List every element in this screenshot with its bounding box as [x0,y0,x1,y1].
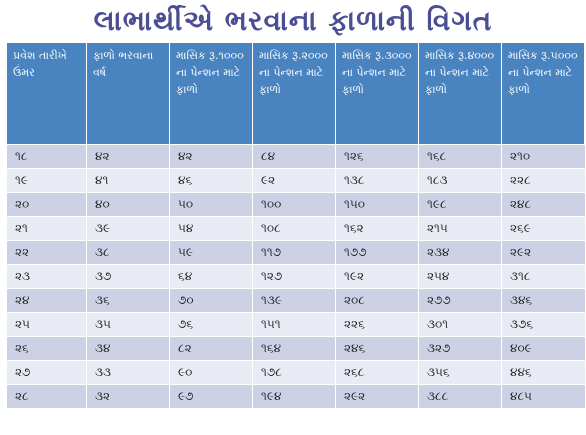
cell-pension-1000: ૫૯ [169,240,253,265]
cell-years: ૩૯ [86,216,170,241]
cell-pension-4000: ૧૬૮ [418,144,502,169]
cell-pension-5000: ૪૪૬ [501,360,585,385]
table-header-row: પ્રવેશ તારીખે ઉંમર ફાળો ભરવાના વર્ષ માસિ… [6,42,585,145]
cell-pension-5000: ૪૦૯ [501,336,585,361]
cell-pension-5000: ૩૭૬ [501,312,585,337]
cell-pension-5000: ૨૧૦ [501,144,585,169]
cell-pension-4000: ૨૭૭ [418,288,502,313]
header-contribution-years: ફાળો ભરવાના વર્ષ [86,42,170,145]
header-pension-4000: માસિક રૂ.૪૦૦૦ ના પેન્શન માટે ફાળો [418,42,502,145]
cell-pension-2000: ૧૭૮ [252,360,336,385]
table-row: ૨૦ ૪૦ ૫૦ ૧૦૦ ૧૫૦ ૧૯૮ ૨૪૮ [6,192,585,217]
cell-age: ૨૫ [6,312,87,337]
table-row: ૨૭ ૩૩ ૯૦ ૧૭૮ ૨૬૮ ૩૫૬ ૪૪૬ [6,360,585,385]
cell-pension-3000: ૨૯૨ [335,384,419,409]
cell-age: ૨૦ [6,192,87,217]
cell-pension-3000: ૧૨૬ [335,144,419,169]
cell-age: ૨૪ [6,288,87,313]
cell-pension-5000: ૨૪૮ [501,192,585,217]
cell-pension-5000: ૨૨૮ [501,168,585,193]
cell-age: ૨૬ [6,336,87,361]
table-row: ૨૪ ૩૬ ૭૦ ૧૩૯ ૨૦૮ ૨૭૭ ૩૪૬ [6,288,585,313]
cell-pension-2000: ૧૦૦ [252,192,336,217]
cell-age: ૨૨ [6,240,87,265]
cell-pension-2000: ૧૦૮ [252,216,336,241]
cell-pension-2000: ૧૨૭ [252,264,336,289]
cell-age: ૨૭ [6,360,87,385]
cell-pension-2000: ૧૫૧ [252,312,336,337]
cell-pension-5000: ૨૯૨ [501,240,585,265]
table-row: ૨૬ ૩૪ ૮૨ ૧૬૪ ૨૪૬ ૩૨૭ ૪૦૯ [6,336,585,361]
cell-pension-4000: ૧૯૮ [418,192,502,217]
header-age-at-entry: પ્રવેશ તારીખે ઉંમર [6,42,87,145]
cell-years: ૩૪ [86,336,170,361]
cell-pension-1000: ૯૭ [169,384,253,409]
cell-age: ૨૩ [6,264,87,289]
cell-pension-3000: ૨૪૬ [335,336,419,361]
cell-pension-1000: ૫૦ [169,192,253,217]
cell-pension-1000: ૮૨ [169,336,253,361]
cell-age: ૨૮ [6,384,87,409]
cell-years: ૪૧ [86,168,170,193]
cell-pension-3000: ૧૭૭ [335,240,419,265]
page-title: લાભાર્થીએ ભરવાના ફાળાની વિગત [93,4,493,37]
cell-pension-5000: ૪૮૫ [501,384,585,409]
cell-pension-2000: ૮૪ [252,144,336,169]
header-pension-1000: માસિક રૂ.૧૦૦૦ ના પેન્શન માટે ફાળો [169,42,253,145]
cell-pension-3000: ૨૨૬ [335,312,419,337]
cell-pension-1000: ૯૦ [169,360,253,385]
header-pension-5000: માસિક રૂ.૫૦૦૦ ના પેન્શન માટે ફાળો [501,42,585,145]
contribution-table: પ્રવેશ તારીખે ઉંમર ફાળો ભરવાના વર્ષ માસિ… [6,42,585,409]
header-pension-2000: માસિક રૂ.૨૦૦૦ ના પેન્શન માટે ફાળો [252,42,336,145]
cell-pension-4000: ૧૮૩ [418,168,502,193]
table-row: ૨૮ ૩૨ ૯૭ ૧૯૪ ૨૯૨ ૩૮૮ ૪૮૫ [6,384,585,409]
cell-pension-4000: ૩૫૬ [418,360,502,385]
cell-pension-5000: ૩૧૮ [501,264,585,289]
cell-pension-1000: ૪૬ [169,168,253,193]
table-row: ૨૫ ૩૫ ૭૬ ૧૫૧ ૨૨૬ ૩૦૧ ૩૭૬ [6,312,585,337]
cell-years: ૩૨ [86,384,170,409]
cell-pension-4000: ૩૮૮ [418,384,502,409]
cell-pension-5000: ૨૬૯ [501,216,585,241]
cell-pension-2000: ૧૩૯ [252,288,336,313]
cell-pension-3000: ૧૯૨ [335,264,419,289]
cell-pension-5000: ૩૪૬ [501,288,585,313]
cell-pension-4000: ૨૩૪ [418,240,502,265]
cell-pension-2000: ૧૯૪ [252,384,336,409]
cell-pension-3000: ૧૩૮ [335,168,419,193]
cell-pension-1000: ૫૪ [169,216,253,241]
cell-pension-3000: ૨૦૮ [335,288,419,313]
cell-years: ૩૬ [86,288,170,313]
cell-pension-3000: ૧૫૦ [335,192,419,217]
cell-years: ૩૮ [86,240,170,265]
cell-pension-2000: ૧૬૪ [252,336,336,361]
cell-years: ૪૨ [86,144,170,169]
cell-pension-4000: ૨૫૪ [418,264,502,289]
cell-pension-2000: ૧૧૭ [252,240,336,265]
table-row: ૨૩ ૩૭ ૬૪ ૧૨૭ ૧૯૨ ૨૫૪ ૩૧૮ [6,264,585,289]
cell-pension-1000: ૭૬ [169,312,253,337]
cell-pension-4000: ૩૨૭ [418,336,502,361]
table-row: ૨૨ ૩૮ ૫૯ ૧૧૭ ૧૭૭ ૨૩૪ ૨૯૨ [6,240,585,265]
cell-years: ૩૫ [86,312,170,337]
table-row: ૧૯ ૪૧ ૪૬ ૯૨ ૧૩૮ ૧૮૩ ૨૨૮ [6,168,585,193]
cell-age: ૨૧ [6,216,87,241]
cell-pension-4000: ૨૧૫ [418,216,502,241]
cell-pension-3000: ૧૬૨ [335,216,419,241]
cell-pension-1000: ૭૦ [169,288,253,313]
cell-age: ૧૯ [6,168,87,193]
cell-years: ૩૩ [86,360,170,385]
cell-years: ૩૭ [86,264,170,289]
cell-pension-1000: ૬૪ [169,264,253,289]
cell-pension-1000: ૪૨ [169,144,253,169]
cell-pension-4000: ૩૦૧ [418,312,502,337]
cell-pension-2000: ૯૨ [252,168,336,193]
cell-years: ૪૦ [86,192,170,217]
header-pension-3000: માસિક રૂ.૩૦૦૦ ના પેન્શન માટે ફાળો [335,42,419,145]
cell-age: ૧૮ [6,144,87,169]
table-row: ૧૮ ૪૨ ૪૨ ૮૪ ૧૨૬ ૧૬૮ ૨૧૦ [6,144,585,169]
cell-pension-3000: ૨૬૮ [335,360,419,385]
table-row: ૨૧ ૩૯ ૫૪ ૧૦૮ ૧૬૨ ૨૧૫ ૨૬૯ [6,216,585,241]
